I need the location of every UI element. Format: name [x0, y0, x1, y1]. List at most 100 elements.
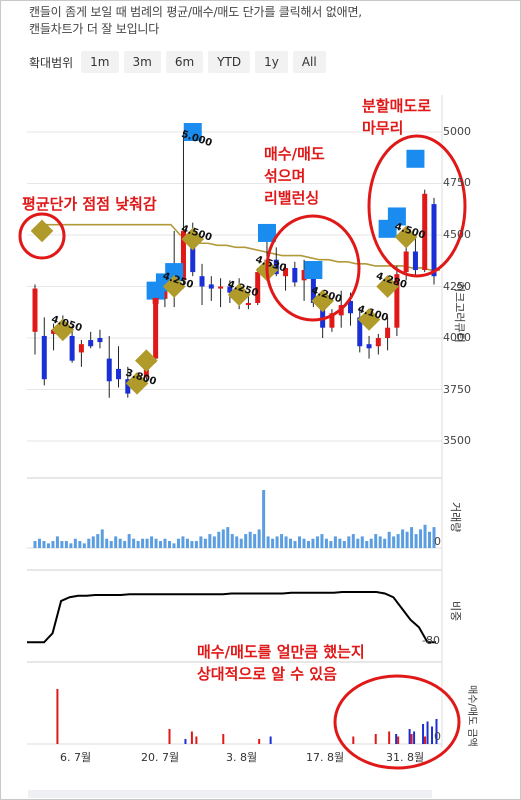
- volume-bar: [378, 536, 382, 548]
- candle-body: [347, 300, 353, 314]
- sell-amount-bar: [397, 736, 400, 744]
- candle-body: [357, 317, 363, 347]
- sell-amount-bar: [56, 689, 59, 744]
- candle-body: [422, 193, 428, 271]
- buy-amount-bar: [184, 739, 187, 744]
- buy-amount-bar: [422, 724, 425, 744]
- volume-bar: [387, 531, 391, 548]
- avg-price-marker: [30, 219, 54, 243]
- annotation-trade-line1: 매수/매도를 얼만큼 했는지: [197, 643, 365, 661]
- volume-bar: [298, 536, 302, 548]
- navigator-bar: [28, 790, 432, 798]
- range-button-6m[interactable]: 6m: [165, 51, 204, 73]
- range-button-1y[interactable]: 1y: [255, 51, 288, 73]
- sell-amount-bar: [388, 731, 391, 744]
- candle-body: [180, 230, 186, 281]
- volume-bar: [235, 536, 239, 548]
- candle-body: [153, 294, 159, 359]
- volume-zero-tick: 0: [434, 535, 441, 548]
- volume-bar: [42, 541, 46, 548]
- candle-body: [375, 338, 381, 347]
- volume-bar: [154, 538, 158, 548]
- candle-body: [412, 251, 418, 271]
- volume-bar: [55, 536, 59, 548]
- note-line-1: 캔들이 좀게 보일 때 범례의 평균/매수/매도 단가를 클릭해서 없애면,: [29, 5, 362, 19]
- volume-bar: [132, 538, 136, 548]
- volume-bar: [306, 541, 310, 548]
- volume-bar: [96, 534, 100, 548]
- annotation-rebalance-line3: 리밸런싱: [264, 189, 319, 207]
- volume-bar: [159, 541, 163, 548]
- avg-price-marker: [357, 308, 381, 331]
- volume-bar: [73, 538, 77, 548]
- candle-body: [366, 344, 372, 349]
- range-button-all[interactable]: All: [292, 51, 326, 73]
- sell-marker: [387, 207, 406, 226]
- volume-bar: [212, 536, 216, 548]
- volume-bar: [365, 541, 369, 548]
- annotation-trade-line2: 상대적으로 알 수 있음: [197, 665, 337, 683]
- range-selector: 확대범위 1m 3m 6m YTD 1y All: [29, 50, 331, 74]
- highlight-circle-split-sell: [367, 134, 467, 278]
- instruction-note: 캔들이 좀게 보일 때 범례의 평균/매수/매도 단가를 클릭해서 없애면, 캔…: [29, 4, 362, 38]
- x-tick-aug-3: 3. 8월: [226, 751, 257, 764]
- volume-bar: [37, 538, 41, 548]
- x-tick-jul-6: 6. 7월: [60, 751, 91, 764]
- price-tick-4000: 4000: [443, 331, 471, 344]
- volume-bar: [127, 534, 131, 548]
- ratio-line: [27, 591, 436, 644]
- range-button-1m[interactable]: 1m: [81, 51, 119, 73]
- volume-bar: [46, 543, 50, 548]
- volume-bar: [257, 529, 261, 548]
- volume-bar: [266, 536, 270, 548]
- sell-amount-bar: [258, 739, 261, 744]
- annotation-rebalance-line1: 매수/매도: [264, 145, 325, 163]
- volume-bar: [100, 529, 104, 548]
- volume-bar: [150, 536, 154, 548]
- range-button-3m[interactable]: 3m: [123, 51, 161, 73]
- volume-bar: [60, 541, 64, 548]
- volume-bar: [333, 536, 337, 548]
- candle-body: [78, 344, 84, 353]
- range-button-ytd[interactable]: YTD: [208, 51, 251, 73]
- volume-bar: [392, 536, 396, 548]
- candle-body: [51, 329, 57, 334]
- candle-body: [310, 272, 316, 303]
- volume-bar: [253, 534, 257, 548]
- buy-amount-bar: [395, 734, 398, 744]
- x-tick-jul-20: 20. 7월: [141, 751, 179, 764]
- sell-marker: [257, 223, 276, 242]
- volume-bar: [145, 538, 149, 548]
- sell-amount-bar: [195, 736, 198, 744]
- range-label: 확대범위: [29, 55, 74, 70]
- sell-amount-bar: [222, 734, 225, 744]
- volume-bar: [217, 531, 221, 548]
- volume-bar: [284, 536, 288, 548]
- candle-body: [116, 368, 122, 380]
- volume-bar: [432, 527, 436, 548]
- volume-bar: [82, 543, 86, 548]
- volume-bar: [262, 490, 266, 548]
- volume-bar: [123, 541, 127, 548]
- volume-bar: [221, 529, 225, 548]
- volume-bar: [351, 534, 355, 548]
- x-tick-aug-31: 31. 8월: [386, 751, 424, 764]
- volume-bar: [176, 538, 180, 548]
- avg-price-line: [41, 223, 440, 271]
- sell-marker: [165, 263, 184, 282]
- volume-bar: [302, 538, 306, 548]
- sell-amount-bar: [374, 734, 377, 744]
- volume-bar: [401, 529, 405, 548]
- sell-amount-bar: [168, 729, 171, 744]
- volume-bar: [338, 538, 342, 548]
- volume-bar: [181, 536, 185, 548]
- price-tick-3500: 3500: [443, 434, 471, 447]
- highlight-circle-rebalance: [265, 214, 361, 322]
- volume-bar: [428, 531, 432, 548]
- sell-amount-bar: [352, 736, 355, 744]
- volume-bar: [69, 543, 73, 548]
- volume-bar: [203, 538, 207, 548]
- price-tick-5000: 5000: [443, 125, 471, 138]
- volume-bar: [280, 534, 284, 548]
